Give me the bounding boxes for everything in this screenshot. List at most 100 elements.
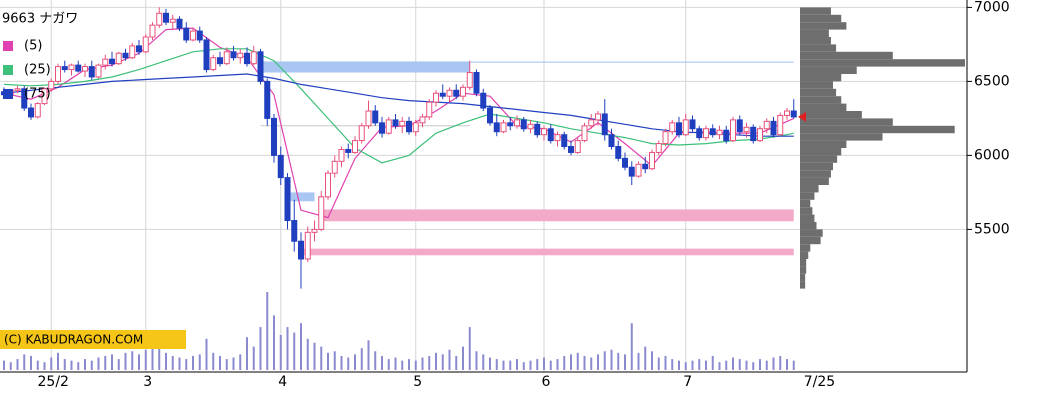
volume-bar — [732, 357, 734, 370]
volume-bar — [489, 357, 491, 370]
candle-body — [257, 51, 264, 82]
volume-bar — [671, 359, 674, 370]
profile-bar — [800, 222, 817, 230]
profile-bar — [800, 170, 831, 178]
candle-body — [271, 117, 277, 156]
candle-body — [304, 231, 311, 260]
volume-bar — [725, 360, 728, 370]
candle-body — [790, 110, 797, 118]
candle-body — [453, 89, 460, 97]
profile-bar — [800, 273, 806, 282]
candle-body — [703, 128, 709, 139]
legend-swatch — [3, 89, 13, 99]
volume-bar — [509, 360, 512, 370]
volume-bar — [435, 352, 437, 370]
volume-bar — [684, 362, 687, 370]
volume-bar — [664, 355, 667, 370]
candle-body — [61, 66, 68, 71]
volume-bar — [448, 349, 451, 370]
volume-bar — [678, 360, 680, 370]
volume-bar — [374, 351, 377, 370]
volume-bar — [549, 360, 552, 370]
volume-bar — [401, 360, 404, 370]
candle-body — [392, 119, 399, 127]
volume-bar — [171, 355, 174, 370]
candle-body — [682, 119, 689, 136]
profile-bar — [800, 59, 965, 67]
volume-bar — [144, 349, 147, 370]
candle-body — [109, 58, 115, 65]
candle-body — [41, 88, 48, 105]
volume-bar — [765, 360, 768, 370]
candle-body — [433, 92, 439, 103]
x-tick-label: 7 — [683, 374, 692, 390]
candle-body — [183, 27, 190, 41]
candle-body — [514, 119, 520, 127]
x-tick-label: 25/2 — [38, 374, 69, 390]
candle-body — [338, 148, 345, 162]
candle-body — [88, 66, 95, 78]
candle-body — [723, 129, 730, 142]
chart-title: 9663 ナガワ — [2, 12, 78, 27]
candle-body — [473, 72, 480, 94]
profile-bar — [800, 214, 815, 222]
candle-body — [561, 134, 568, 148]
candle-body — [352, 140, 358, 153]
volume-bar — [455, 355, 458, 370]
volume-bar — [266, 292, 269, 370]
candle-body — [358, 125, 365, 142]
candle-body — [21, 88, 28, 109]
candle-body — [190, 30, 196, 41]
candle-body — [129, 45, 136, 59]
volume-bar — [117, 359, 120, 370]
copyright: (C) KABUDRAGON.COM — [4, 333, 143, 347]
volume-bar — [192, 355, 194, 370]
candle-body — [534, 123, 541, 136]
candle-body — [372, 110, 379, 124]
profile-bar — [800, 51, 893, 60]
volume-bar — [320, 346, 323, 370]
last-price-marker — [798, 111, 806, 122]
volume-bar — [151, 346, 154, 370]
candle-body — [149, 24, 156, 38]
profile-bar — [800, 74, 842, 82]
candle-body — [541, 128, 547, 136]
volume-bar — [482, 354, 485, 370]
profile-bar — [800, 118, 893, 126]
candle-body — [709, 128, 716, 136]
profile-bar — [800, 81, 833, 89]
volume-bar — [50, 357, 53, 370]
volume-bar — [711, 355, 714, 370]
candle-body — [595, 113, 601, 121]
candle-body — [331, 160, 338, 174]
volume-bar — [286, 327, 289, 370]
volume-bar — [293, 332, 296, 370]
profile-bar — [800, 111, 862, 119]
y-tick-label: 6000 — [974, 147, 1010, 163]
candle-body — [554, 134, 561, 142]
volume-bar — [428, 355, 431, 370]
candle-body — [426, 101, 433, 118]
volume-bar — [644, 346, 647, 370]
profile-bar — [800, 22, 847, 30]
volume-bar — [637, 352, 640, 370]
volume-bar — [651, 351, 653, 370]
candle-body — [757, 128, 763, 142]
candle-body — [574, 140, 581, 153]
candle-body — [500, 122, 507, 133]
volume-bar — [178, 357, 181, 370]
volume-bar — [158, 348, 161, 370]
volume-bar — [414, 360, 417, 370]
candle-body — [446, 89, 453, 97]
zone — [321, 209, 794, 222]
volume-bar — [556, 359, 559, 370]
volume-bar — [354, 354, 356, 370]
volume-bar — [3, 360, 5, 370]
profile-bar — [800, 44, 837, 52]
ma-line — [3, 48, 794, 164]
candle-body — [244, 52, 250, 65]
candle-body — [48, 80, 55, 90]
profile-bar — [800, 162, 833, 171]
candle-body — [311, 228, 318, 233]
